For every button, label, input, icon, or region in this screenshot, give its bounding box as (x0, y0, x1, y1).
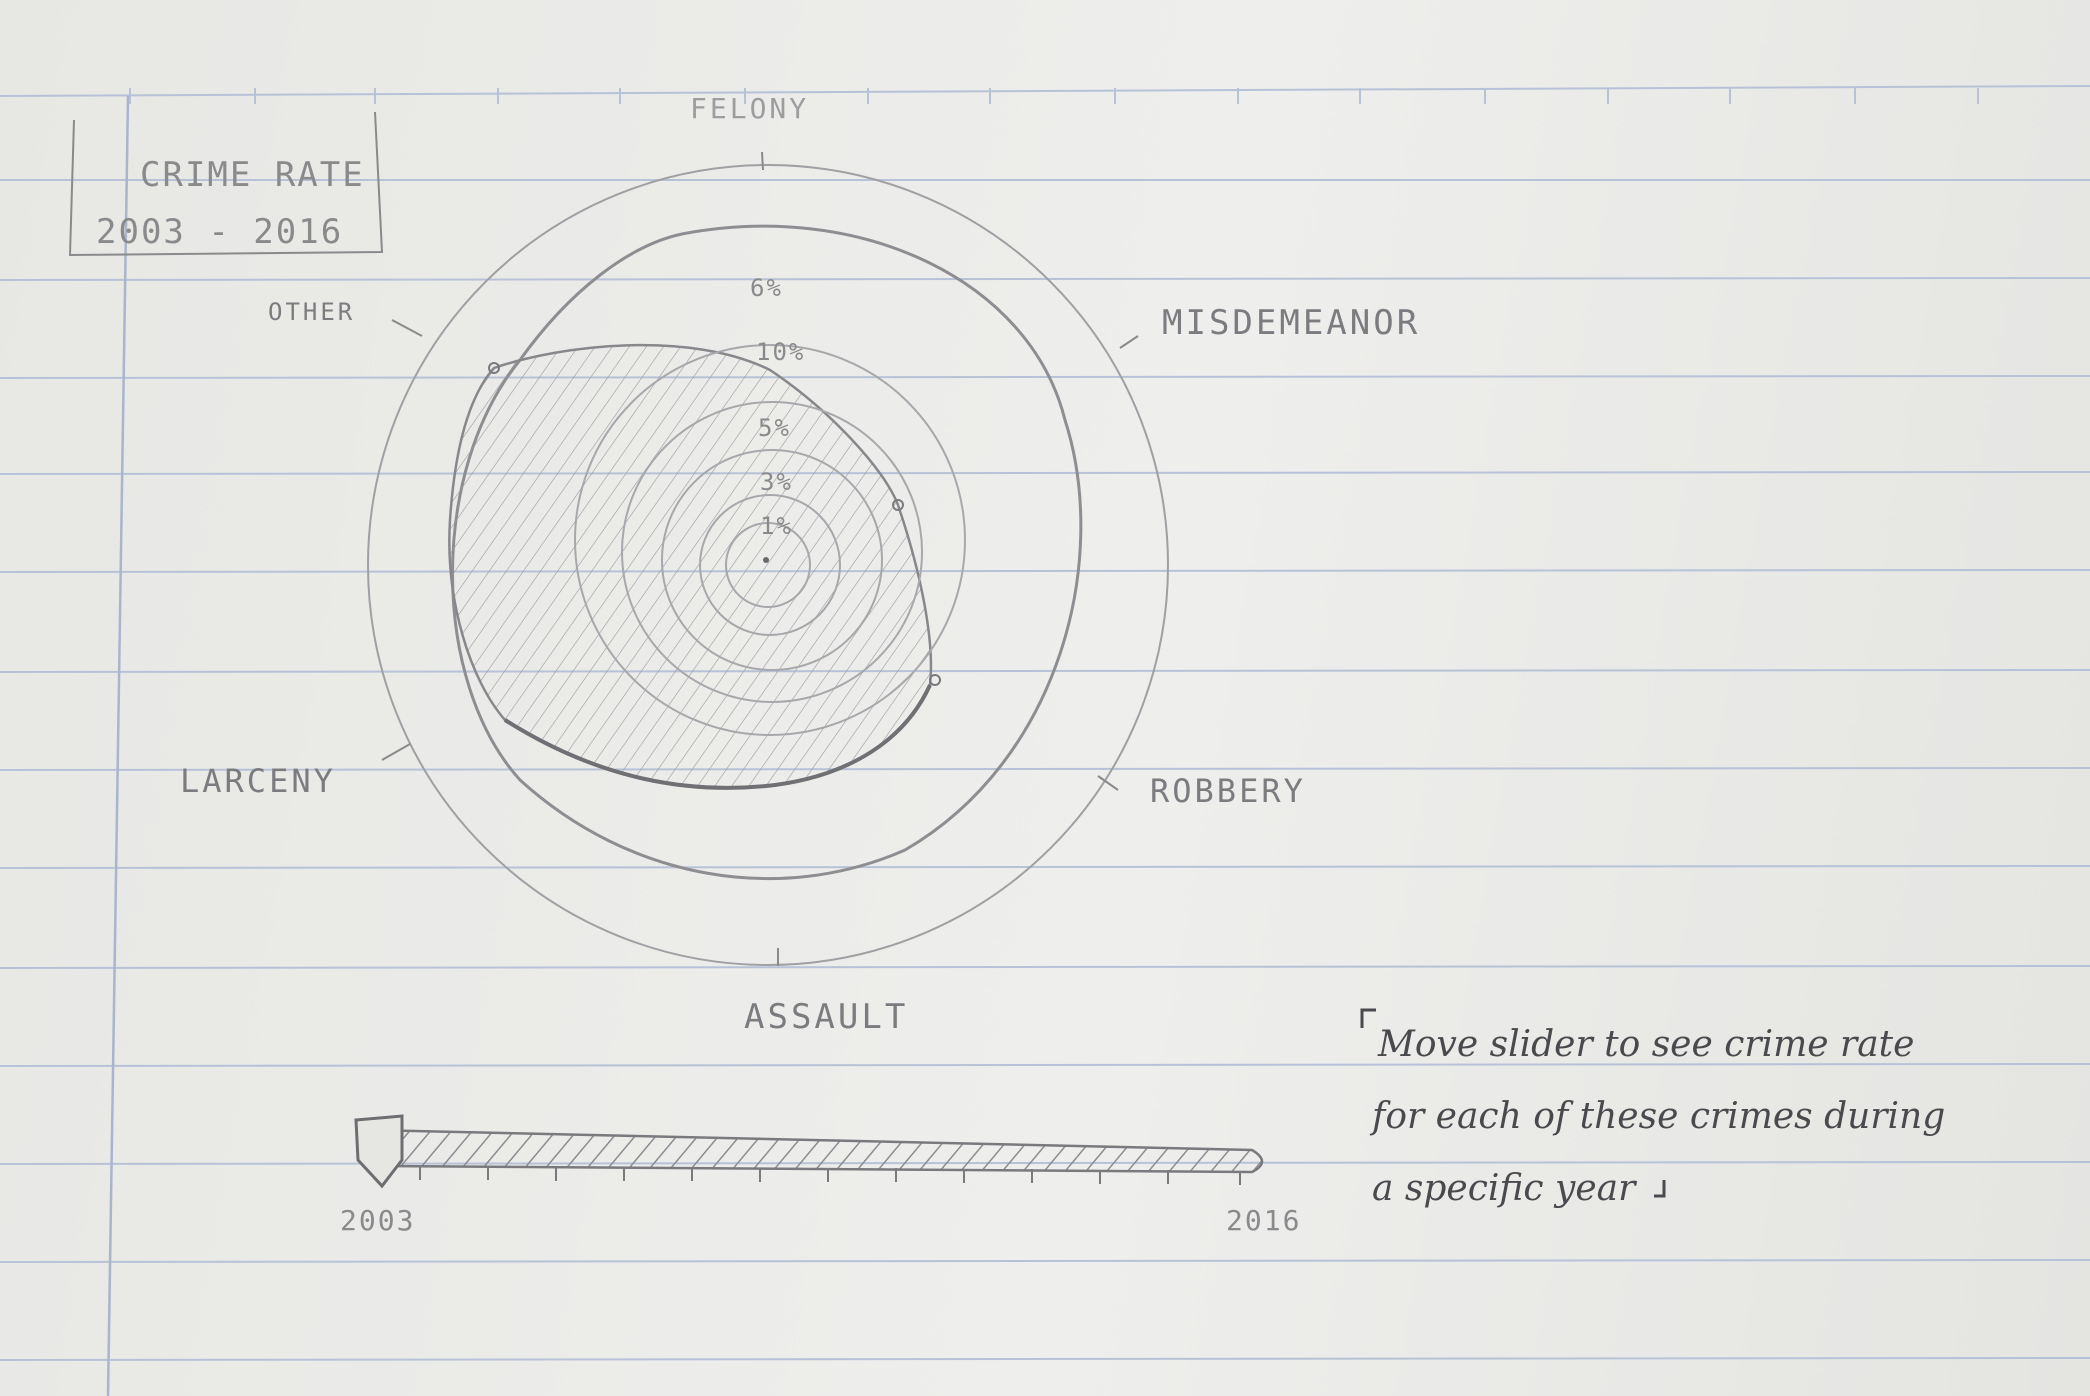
axis-tick-top (761, 151, 764, 171)
axis-label-misdemeanor: MISDEMEANOR (1162, 303, 1420, 343)
ring-label-3: 5% (758, 414, 791, 442)
vertex-robbery (929, 674, 941, 686)
vertex-other (488, 362, 500, 374)
axis-label-top: FELONY (690, 92, 809, 125)
instruction-note: Move slider to see crime rate for each o… (1360, 1008, 1945, 1209)
data-area (448, 343, 933, 790)
data-outline-bold (503, 684, 932, 790)
axis-tick-robbery (1097, 775, 1119, 791)
ring-3 (621, 401, 923, 703)
axis-tick-other (391, 319, 423, 337)
axis-tick-misdemeanor (1119, 335, 1139, 349)
title-line1: CRIME RATE (140, 155, 365, 195)
radar-chart: 6% 10% 5% 3% 1% FELONY OTHER MISDEMEANOR… (180, 92, 1420, 1037)
ring-label-4: 3% (760, 468, 793, 496)
title-box: CRIME RATE 2003 - 2016 (68, 111, 384, 257)
ring-label-5: 1% (760, 512, 793, 540)
outer-ring (367, 164, 1169, 966)
note-line2: for each of these crimes during (1369, 1096, 1945, 1137)
slider-ticks (419, 1166, 1241, 1185)
year-slider[interactable]: 2003 2016 (340, 1114, 1301, 1237)
axis-label-robbery: ROBBERY (1150, 772, 1306, 810)
axis-tick-larceny (381, 743, 411, 761)
note-line1: Move slider to see crime rate (1377, 1024, 1914, 1065)
note-line3: a specific year (1372, 1168, 1637, 1209)
ruler-ticks (129, 88, 1979, 104)
ring-0 (725, 522, 811, 608)
ring-label-1: 6% (750, 274, 783, 302)
slider-track[interactable] (364, 1128, 1264, 1174)
vertex-misdemeanor (892, 499, 904, 511)
center-dot (763, 557, 769, 563)
slider-start-label: 2003 (340, 1204, 415, 1237)
axis-label-other: OTHER (268, 298, 355, 326)
margin-line (106, 95, 130, 1396)
ring-2 (661, 449, 883, 671)
ring-1 (699, 494, 841, 636)
axis-label-assault: ASSAULT (744, 997, 908, 1037)
title-line2: 2003 - 2016 (96, 212, 343, 252)
slider-handle[interactable] (354, 1114, 404, 1189)
ring-4 (574, 344, 966, 736)
slider-end-label: 2016 (1226, 1204, 1301, 1237)
ruled-lines (0, 85, 2090, 1361)
ring-label-2: 10% (756, 338, 805, 366)
axis-label-larceny: LARCENY (180, 762, 336, 800)
